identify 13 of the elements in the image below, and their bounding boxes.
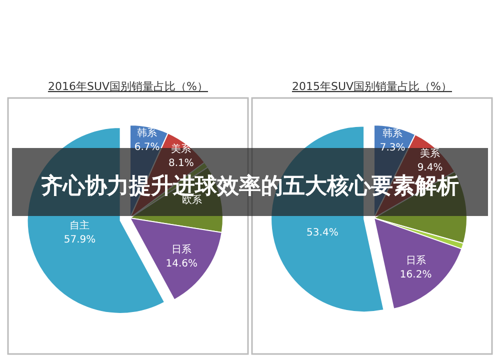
data-label: 9.4% xyxy=(417,162,443,174)
slice-label: 日系 xyxy=(172,244,192,256)
slice-label: 韩系 xyxy=(382,127,403,140)
data-label: 7.3% xyxy=(380,142,406,154)
data-label: 53.4% xyxy=(306,228,338,239)
data-label: 16.2% xyxy=(400,269,432,280)
slice-label: 美系 xyxy=(420,147,440,160)
data-label: 57.9% xyxy=(64,234,96,246)
slice-label: 自主 xyxy=(70,220,90,232)
data-label: 14.6% xyxy=(166,258,198,270)
chart-title: 2015年SUV国别销量占比（%） xyxy=(292,80,452,93)
slice-label: 日系 xyxy=(406,254,426,266)
chart-title: 2016年SUV国别销量占比（%） xyxy=(48,80,208,93)
